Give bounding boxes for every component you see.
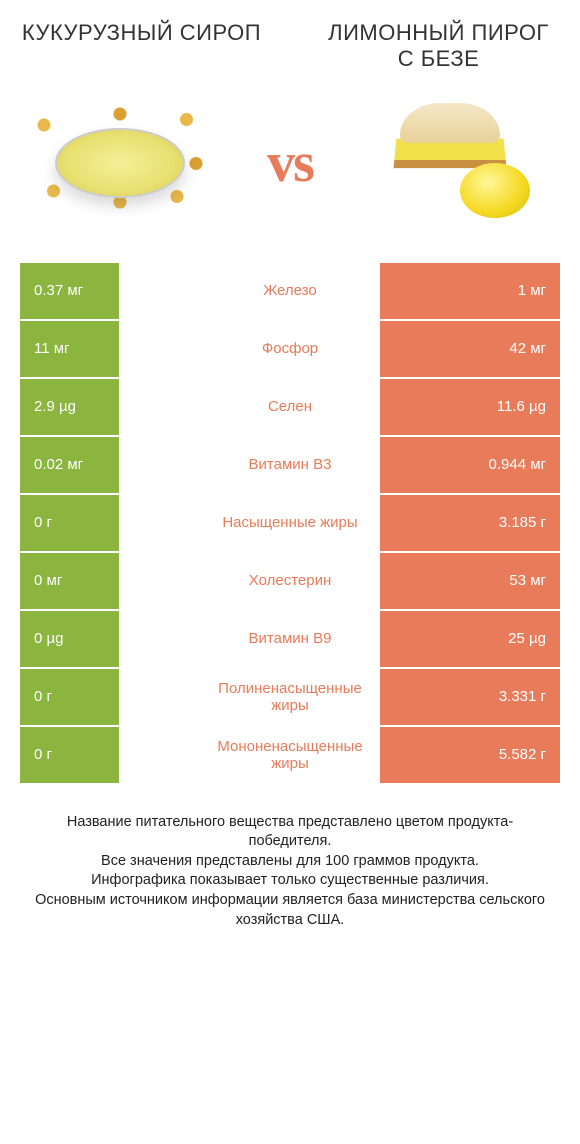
left-value-bar: 0 г — [20, 495, 119, 551]
footer-line: Инфографика показывает только существенн… — [30, 871, 550, 891]
right-bar-cell: 53 мг — [380, 553, 560, 609]
infographic-container: КУКУРУЗНЫЙ СИРОП ЛИМОННЫЙ ПИРОГ С БЕЗЕ v… — [0, 0, 580, 1144]
footer-line: Основным источником информации является … — [30, 891, 550, 930]
nutrient-label: Холестерин — [200, 553, 380, 609]
right-value-bar: 53 мг — [380, 553, 560, 609]
right-value-bar: 3.331 г — [380, 669, 560, 725]
nutrient-label: Селен — [200, 379, 380, 435]
comparison-row: 0.02 мг Витамин B30.944 мг — [20, 437, 560, 493]
left-value-bar: 0 г — [20, 727, 119, 783]
comparison-row: 0 г Насыщенные жиры3.185 г — [20, 495, 560, 551]
lemon-pie-illustration — [360, 93, 560, 233]
nutrient-label: Полиненасыщенные жиры — [200, 669, 380, 725]
left-product-title: КУКУРУЗНЫЙ СИРОП — [20, 20, 263, 46]
nutrient-label: Витамин B9 — [200, 611, 380, 667]
right-value-bar: 25 µg — [380, 611, 560, 667]
right-product-image — [360, 93, 560, 233]
left-value-bar: 0.37 мг — [20, 263, 119, 319]
right-bar-cell: 5.582 г — [380, 727, 560, 783]
right-product-title: ЛИМОННЫЙ ПИРОГ С БЕЗЕ — [317, 20, 560, 73]
nutrient-label: Насыщенные жиры — [200, 495, 380, 551]
nutrient-label: Железо — [200, 263, 380, 319]
left-value-bar: 2.9 µg — [20, 379, 119, 435]
left-product-image — [20, 93, 220, 233]
nutrient-label: Мононенасыщенные жиры — [200, 727, 380, 783]
footer-line: Название питательного вещества представл… — [30, 813, 550, 852]
right-value-bar: 11.6 µg — [380, 379, 560, 435]
right-value-bar: 1 мг — [380, 263, 560, 319]
meringue-icon — [400, 103, 500, 143]
right-bar-cell: 25 µg — [380, 611, 560, 667]
syrup-bowl-icon — [55, 128, 185, 198]
images-row: vs — [20, 93, 560, 233]
right-bar-cell: 1 мг — [380, 263, 560, 319]
right-value-bar: 3.185 г — [380, 495, 560, 551]
left-value-bar: 0 мг — [20, 553, 119, 609]
left-value-bar: 0 г — [20, 669, 119, 725]
left-bar-cell: 2.9 µg — [20, 379, 200, 435]
footer-line: Все значения представлены для 100 граммо… — [30, 852, 550, 872]
right-value-bar: 5.582 г — [380, 727, 560, 783]
right-bar-cell: 0.944 мг — [380, 437, 560, 493]
right-value-bar: 42 мг — [380, 321, 560, 377]
left-bar-cell: 0 г — [20, 669, 200, 725]
left-bar-cell: 0.37 мг — [20, 263, 200, 319]
comparison-row: 0 µg Витамин B925 µg — [20, 611, 560, 667]
vs-label: vs — [267, 131, 313, 195]
right-value-bar: 0.944 мг — [380, 437, 560, 493]
lemon-icon — [460, 163, 530, 218]
left-bar-cell: 0 мг — [20, 553, 200, 609]
nutrient-label: Витамин B3 — [200, 437, 380, 493]
nutrient-label: Фосфор — [200, 321, 380, 377]
corn-syrup-illustration — [20, 93, 220, 233]
left-value-bar: 0.02 мг — [20, 437, 119, 493]
comparison-row: 2.9 µg Селен11.6 µg — [20, 379, 560, 435]
comparison-row: 11 мг Фосфор42 мг — [20, 321, 560, 377]
left-bar-cell: 11 мг — [20, 321, 200, 377]
comparison-table: 0.37 мг Железо1 мг 11 мг Фосфор42 мг 2.9 µg С… — [20, 263, 560, 783]
left-bar-cell: 0 г — [20, 495, 200, 551]
comparison-row: 0 г Мононенасыщенные жиры5.582 г — [20, 727, 560, 783]
right-bar-cell: 3.185 г — [380, 495, 560, 551]
left-value-bar: 0 µg — [20, 611, 119, 667]
right-bar-cell: 42 мг — [380, 321, 560, 377]
right-bar-cell: 3.331 г — [380, 669, 560, 725]
right-bar-cell: 11.6 µg — [380, 379, 560, 435]
left-bar-cell: 0 µg — [20, 611, 200, 667]
left-bar-cell: 0 г — [20, 727, 200, 783]
comparison-row: 0 мг Холестерин53 мг — [20, 553, 560, 609]
comparison-row: 0 г Полиненасыщенные жиры3.331 г — [20, 669, 560, 725]
comparison-row: 0.37 мг Железо1 мг — [20, 263, 560, 319]
left-value-bar: 11 мг — [20, 321, 119, 377]
left-bar-cell: 0.02 мг — [20, 437, 200, 493]
header-row: КУКУРУЗНЫЙ СИРОП ЛИМОННЫЙ ПИРОГ С БЕЗЕ — [20, 20, 560, 73]
footer-notes: Название питательного вещества представл… — [20, 813, 560, 930]
